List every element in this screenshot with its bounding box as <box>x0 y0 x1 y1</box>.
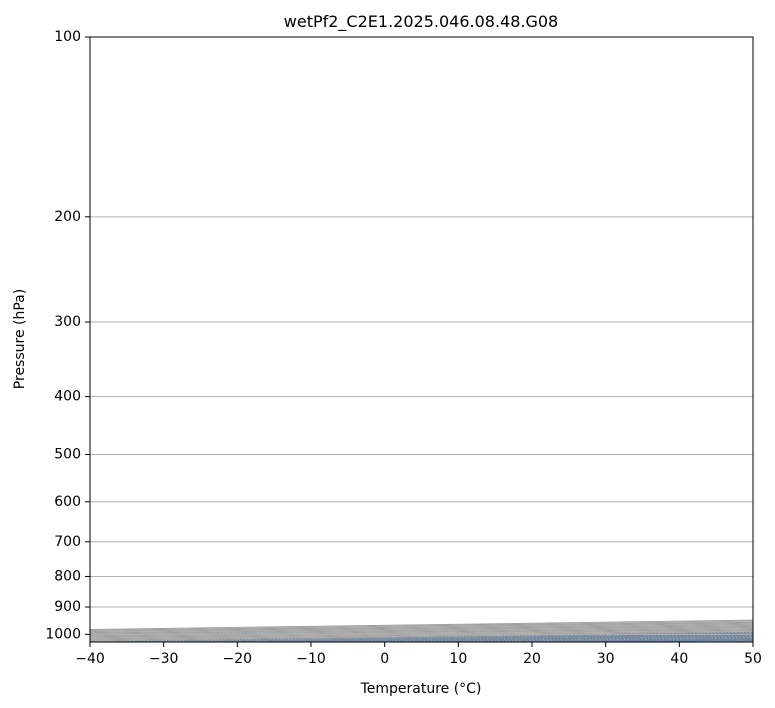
dry-adiabat-line <box>218 634 753 642</box>
isotherm-line <box>531 638 753 642</box>
isotherm-line <box>90 626 753 638</box>
x-tick-label: −20 <box>223 651 253 667</box>
y-tick-label: 300 <box>54 314 81 330</box>
plot-area: -100-90-80-70-60-50-40-30-20-10010203040… <box>90 37 775 647</box>
isotherm-line <box>90 625 753 637</box>
mixing-ratio-line <box>356 636 753 642</box>
mixing-ratio-line <box>562 639 753 642</box>
dry-adiabat-line <box>658 37 775 647</box>
dry-adiabat-line <box>739 641 753 642</box>
x-tick-label: 30 <box>597 651 615 667</box>
isotherm-line <box>458 637 753 642</box>
isobar-gridlines <box>90 37 753 635</box>
mixing-ratio-line <box>148 633 753 642</box>
x-tick-label: 20 <box>523 651 541 667</box>
dry-adiabat-line <box>516 638 753 642</box>
isotherm-line <box>90 622 753 634</box>
mixing-ratio-line <box>399 636 753 642</box>
isotherm-line <box>90 627 753 639</box>
isotherm-line <box>310 635 753 642</box>
y-tick-label: 500 <box>54 447 81 463</box>
moist-adiabat-line <box>705 633 753 635</box>
chart-title: wetPf2_C2E1.2025.046.08.48.G08 <box>284 12 558 32</box>
isotherm-line <box>90 621 753 633</box>
isotherm-line <box>605 639 753 642</box>
x-axis-ticks: −40 −30 −20 −10 0 10 20 30 40 50 <box>75 642 762 667</box>
y-tick-label: 100 <box>54 29 81 45</box>
isotherm-line <box>237 634 753 642</box>
y-axis-ticks: 100 200 300 400 500 600 700 800 900 1000 <box>45 29 90 642</box>
mixing-ratio-line <box>584 639 753 642</box>
mixing-ratio-line <box>607 639 753 642</box>
y-axis-label: Pressure (hPa) <box>12 289 28 389</box>
isotherm-line <box>90 632 753 642</box>
dry-adiabat-line <box>733 37 775 647</box>
isotherm-line <box>90 631 753 642</box>
isotherm-line <box>90 624 753 636</box>
y-tick-label: 800 <box>54 568 81 584</box>
dry-adiabat-line <box>293 635 753 642</box>
x-tick-label: 40 <box>670 651 688 667</box>
isotherm-line <box>679 640 753 642</box>
mixing-ratio-line <box>454 637 753 642</box>
plot-frame <box>89 36 754 643</box>
dry-adiabat-line <box>367 636 753 642</box>
x-tick-label: −10 <box>296 651 326 667</box>
x-tick-label: −30 <box>149 651 179 667</box>
mixing-ratio-line <box>262 635 753 642</box>
y-tick-label: 400 <box>54 389 81 405</box>
moist-adiabats <box>705 633 753 635</box>
isotherm-line <box>90 630 753 641</box>
mixing-ratio-line <box>90 631 753 642</box>
x-tick-label: −40 <box>75 651 105 667</box>
dry-adiabats <box>144 37 775 647</box>
isotherm-line <box>90 623 753 635</box>
isotherm-line <box>90 628 753 640</box>
y-tick-label: 600 <box>54 494 81 510</box>
mixing-ratio-line <box>508 638 753 642</box>
mixing-ratio-line <box>535 638 753 642</box>
isotherm-line <box>163 633 753 642</box>
dry-adiabat-line <box>583 37 775 647</box>
isotherm-line <box>90 620 753 632</box>
isotherm-line <box>752 641 753 642</box>
x-tick-label: 50 <box>744 651 762 667</box>
dry-adiabat-line <box>144 633 753 642</box>
isotherms <box>90 619 753 642</box>
y-tick-label: 900 <box>54 599 81 615</box>
mixing-ratio-line <box>328 635 753 642</box>
dry-adiabat-line <box>441 637 753 642</box>
dry-adiabat-line <box>508 37 775 647</box>
isotherm-line <box>384 636 753 642</box>
x-tick-label: 10 <box>449 651 467 667</box>
mixing-ratio-line <box>95 632 753 642</box>
dry-adiabat-line <box>590 639 753 642</box>
dry-adiabat-line <box>664 640 753 642</box>
x-axis-label: Temperature (°C) <box>360 681 482 697</box>
y-tick-label: 700 <box>54 534 81 550</box>
mixing-ratio-lines <box>90 631 753 642</box>
mixing-ratio-line <box>182 633 753 642</box>
mixing-ratio-line <box>430 637 753 642</box>
y-tick-label: 200 <box>54 209 81 225</box>
mixing-ratio-line <box>225 634 753 642</box>
x-tick-label: 0 <box>380 651 389 667</box>
mixing-ratio-line <box>484 638 753 642</box>
isotherm-line <box>90 619 753 630</box>
moist-adiabat-line <box>742 633 753 635</box>
y-tick-label: 1000 <box>45 626 81 642</box>
mixing-ratio-line <box>288 635 753 642</box>
